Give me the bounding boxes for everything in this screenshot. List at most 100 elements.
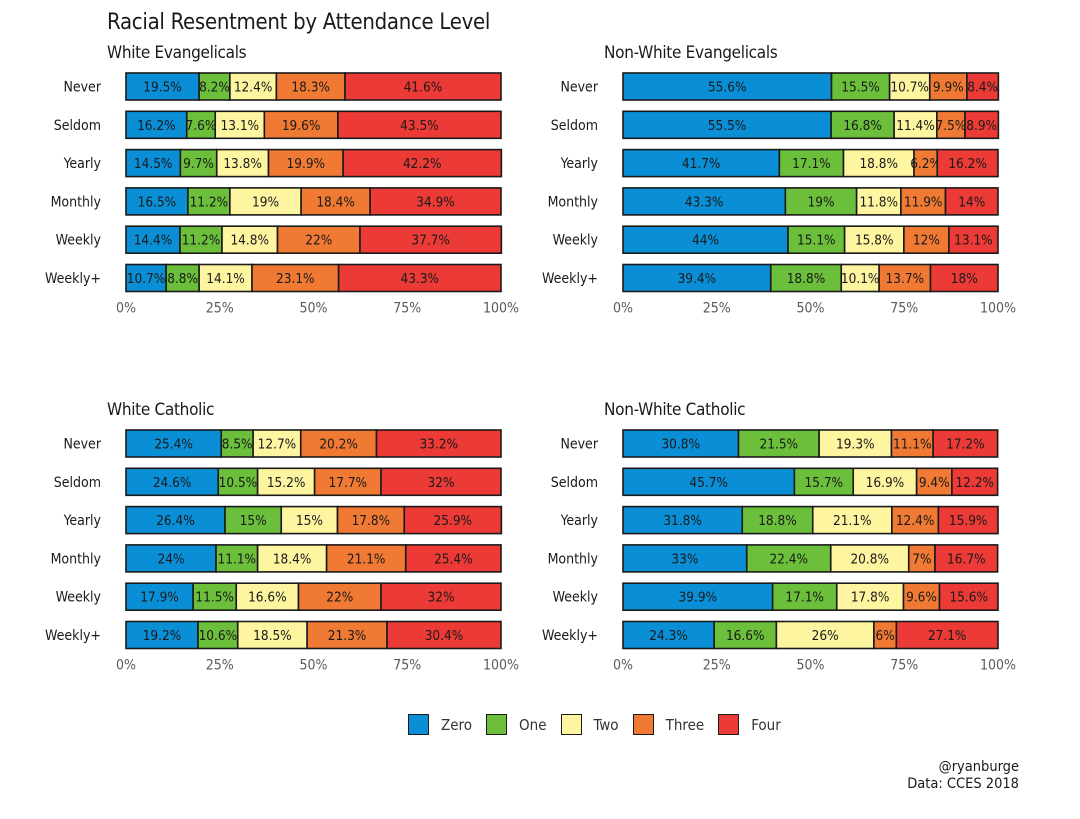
bar-yearly-three — [267, 148, 344, 178]
bar-label-yearly-one: 17.1% — [792, 156, 831, 172]
x-tick-label-0: 0% — [613, 658, 633, 674]
bar-label-weekly-one: 17.1% — [785, 590, 824, 606]
legend-item-four: Four — [718, 714, 781, 735]
bar-weekly-one — [713, 620, 778, 650]
bar-label-yearly-one: 15% — [240, 513, 267, 529]
panel-non-white-evangelicals: Never 55.6% 15.5% 10.7% 9.9% 8.4% Seldom 55.5% 1… — [542, 72, 1016, 317]
x-tick-label-50: 50% — [797, 658, 825, 674]
bar-weekly-zero — [125, 225, 181, 254]
bar-yearly-two — [811, 505, 893, 535]
bar-seldom-three — [915, 467, 953, 497]
bar-label-yearly-four: 42.2% — [403, 156, 442, 172]
bar-label-yearly-two: 15% — [296, 513, 323, 529]
bar-label-monthly-one: 22.4% — [769, 551, 808, 567]
bar-label-never-four: 8.4% — [967, 80, 998, 96]
bar-seldom-three — [263, 110, 339, 140]
bar-yearly-zero — [125, 505, 226, 535]
bar-label-yearly-zero: 14.5% — [134, 156, 173, 172]
bar-label-weekly-zero: 19.2% — [143, 628, 182, 644]
bar-monthly-two — [829, 544, 910, 573]
category-label-weekly: Weekly+ — [542, 628, 598, 644]
bar-label-weekly-two: 18.5% — [253, 628, 292, 644]
bar-label-weekly-three: 13.7% — [886, 271, 925, 287]
bar-label-yearly-three: 12.4% — [896, 513, 935, 529]
bar-monthly-one — [745, 544, 832, 573]
bar-weekly-four — [929, 263, 999, 293]
bar-label-weekly-three: 21.3% — [328, 628, 367, 644]
category-label-yearly: Yearly — [560, 156, 599, 172]
category-label-weekly: Weekly+ — [45, 271, 101, 287]
bar-label-seldom-four: 12.2% — [955, 475, 994, 491]
category-label-seldom: Seldom — [551, 475, 598, 491]
bar-label-monthly-two: 18.4% — [273, 551, 312, 567]
bar-seldom-four — [337, 110, 502, 140]
bar-label-never-three: 11.1% — [893, 437, 932, 453]
category-label-yearly: Yearly — [63, 513, 102, 529]
bar-label-weekly-three: 12% — [913, 233, 940, 249]
bar-label-seldom-three: 7.5% — [936, 118, 967, 134]
bar-label-never-one: 21.5% — [760, 437, 799, 453]
legend-label-two: Two — [593, 715, 619, 734]
bar-weekly-four — [938, 582, 999, 612]
category-label-monthly: Monthly — [51, 194, 102, 210]
bar-never-one — [220, 429, 254, 458]
bar-label-monthly-four: 25.4% — [434, 551, 473, 567]
bar-weekly-four — [359, 225, 503, 254]
bar-never-three — [890, 429, 934, 458]
legend-label-zero: Zero — [441, 715, 473, 734]
bar-label-seldom-one: 7.6% — [186, 118, 217, 134]
category-label-never: Never — [560, 437, 598, 453]
category-label-yearly: Yearly — [560, 513, 599, 529]
bar-label-seldom-zero: 55.5% — [708, 118, 747, 134]
bar-weekly-zero — [125, 263, 167, 293]
bar-label-weekly-four: 27.1% — [928, 628, 967, 644]
bar-seldom-zero — [125, 467, 220, 497]
bar-label-weekly-zero: 17.9% — [140, 590, 179, 606]
bar-label-never-four: 33.2% — [419, 437, 458, 453]
bar-label-weekly-four: 32% — [428, 590, 455, 606]
legend-swatch-zero — [408, 714, 429, 735]
bar-monthly-four — [404, 544, 502, 573]
bar-never-zero — [622, 429, 740, 458]
legend-swatch-three — [632, 714, 654, 735]
category-label-weekly: Weekly — [553, 233, 599, 249]
bar-weekly-two — [843, 225, 905, 254]
category-label-seldom: Seldom — [551, 118, 598, 134]
bar-never-zero — [125, 429, 223, 458]
bar-label-seldom-four: 32% — [428, 475, 455, 491]
panel-title-white-evangelicals: White Evangelicals — [107, 43, 247, 63]
bar-label-weekly-two: 16.6% — [248, 590, 287, 606]
bar-label-yearly-three: 17.8% — [352, 513, 391, 529]
bar-yearly-four — [937, 505, 999, 535]
bar-label-never-two: 12.7% — [258, 437, 297, 453]
bar-never-two — [888, 72, 931, 101]
bar-label-weekly-one: 11.5% — [195, 590, 234, 606]
bar-weekly-three — [903, 225, 950, 254]
legend-item-two: Two — [560, 714, 619, 735]
bar-label-monthly-zero: 24% — [158, 551, 185, 567]
bar-monthly-zero — [125, 187, 189, 216]
bar-weekly-zero — [622, 582, 774, 612]
bar-weekly-one — [771, 582, 838, 612]
panel-white-catholic: Never 25.4% 8.5% 12.7% 20.2% 33.2% Seldom 24.6%… — [45, 429, 519, 674]
x-tick-label-50: 50% — [300, 301, 328, 317]
bar-label-weekly-one: 8.8% — [167, 271, 198, 287]
bar-label-weekly-three: 6% — [875, 628, 894, 644]
bar-label-weekly-zero: 24.3% — [649, 628, 688, 644]
bar-label-never-four: 17.2% — [946, 437, 985, 453]
bar-monthly-zero — [622, 544, 748, 573]
x-tick-label-25: 25% — [703, 658, 731, 674]
bar-label-monthly-four: 14% — [958, 194, 985, 210]
bar-monthly-three — [900, 187, 947, 216]
bar-monthly-three — [907, 544, 936, 573]
category-label-seldom: Seldom — [54, 475, 101, 491]
bar-label-yearly-one: 18.8% — [758, 513, 797, 529]
bar-monthly-zero — [622, 187, 787, 216]
category-label-never: Never — [63, 437, 101, 453]
credit-source: Data: CCES 2018 — [907, 776, 1019, 792]
bar-label-never-one: 8.5% — [222, 437, 253, 453]
bar-label-monthly-three: 11.9% — [904, 194, 943, 210]
legend-label-three: Three — [665, 715, 705, 734]
category-label-never: Never — [63, 80, 101, 96]
credit-handle: @ryanburge — [938, 759, 1019, 775]
